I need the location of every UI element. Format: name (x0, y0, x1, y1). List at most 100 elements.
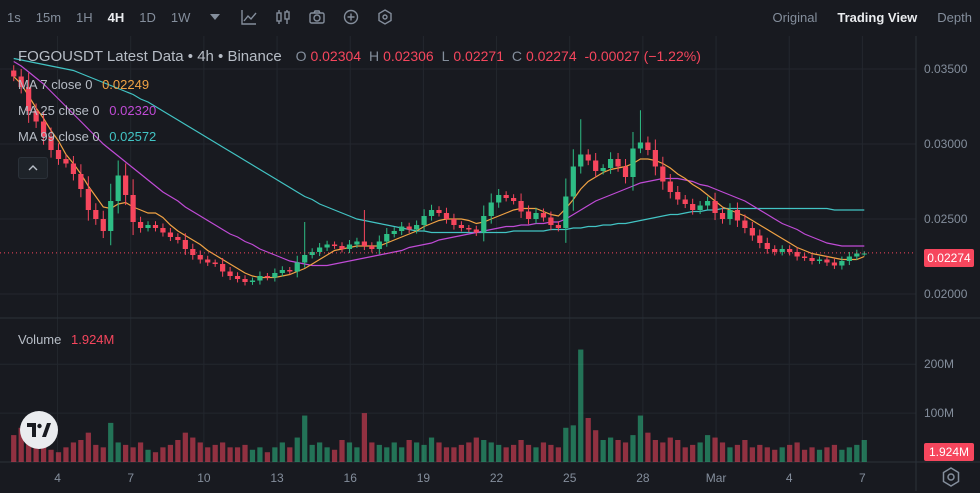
volume-bar (727, 447, 733, 462)
candle-body (384, 234, 390, 242)
volume-bar (115, 442, 121, 462)
volume-bar (533, 447, 539, 462)
view-original[interactable]: Original (772, 9, 818, 25)
volume-bar (824, 447, 830, 462)
candle-body (712, 201, 718, 213)
indicator-chart-icon[interactable] (240, 8, 258, 26)
candle-body (510, 198, 517, 201)
time-tick-label: 16 (344, 471, 358, 485)
candle-body (376, 241, 382, 249)
price-tick-label: 0.02500 (924, 212, 968, 226)
candles-icon[interactable] (274, 8, 292, 26)
volume-bar (220, 442, 226, 462)
time-tick-label: 10 (197, 471, 211, 485)
candle-body (264, 276, 271, 278)
volume-bar (264, 452, 271, 462)
candle-body (675, 192, 681, 200)
volume-bar (249, 449, 256, 462)
volume-bar (384, 447, 390, 462)
volume-bars (11, 349, 867, 462)
candle-body (317, 247, 323, 252)
volume-label: Volume (18, 332, 62, 347)
timeframe-1s[interactable]: 1s (7, 9, 21, 25)
add-icon[interactable] (342, 8, 360, 26)
candle-body (473, 229, 479, 233)
volume-bar (622, 442, 629, 462)
candle-body (757, 235, 763, 243)
volume-bar (152, 452, 159, 462)
candle-body (816, 259, 823, 261)
candle-body (742, 220, 748, 228)
volume-bar (279, 442, 285, 462)
price-tick-label: 0.03000 (924, 137, 968, 151)
candle-body (846, 256, 852, 261)
candle-body (496, 195, 502, 203)
volume-bar (302, 415, 308, 462)
candle-body (242, 279, 248, 282)
candle-body (70, 163, 77, 174)
volume-bar (346, 442, 353, 462)
candle-body (697, 205, 703, 210)
candle-body (115, 175, 121, 201)
view-depth[interactable]: Depth (937, 9, 972, 25)
timeframe-1w[interactable]: 1W (170, 9, 191, 25)
volume-bar (227, 447, 233, 462)
volume-bar (317, 442, 323, 462)
view-trading-view[interactable]: Trading View (837, 9, 918, 25)
candle-body (294, 262, 300, 272)
volume-bar (175, 440, 181, 462)
timeframe-1h[interactable]: 1H (76, 9, 93, 25)
candle-body (600, 168, 606, 171)
candle-body (11, 70, 17, 77)
settings-hex-icon[interactable] (376, 8, 394, 26)
volume-bar (443, 447, 450, 462)
volume-bar (123, 444, 129, 462)
candle-body (130, 195, 136, 222)
tradingview-logo[interactable] (20, 411, 58, 449)
volume-bar (421, 444, 427, 462)
time-tick-label: 19 (417, 471, 431, 485)
price-tick-label: 0.03500 (924, 62, 968, 76)
open-value: 0.02304 (310, 48, 362, 64)
time-tick-label: 13 (270, 471, 284, 485)
volume-bar (600, 440, 606, 462)
timeframe-4h[interactable]: 4H (107, 9, 125, 25)
volume-bar (458, 444, 464, 462)
collapse-legend-button[interactable] (18, 157, 48, 179)
volume-bar (242, 444, 248, 462)
candle-body (481, 216, 487, 233)
volume-bar (682, 447, 688, 462)
volume-legend: Volume 1.924M (18, 332, 114, 347)
volume-bar (205, 447, 211, 462)
timeframe-15m[interactable]: 15m (35, 9, 62, 25)
volume-bar (451, 447, 457, 462)
camera-icon[interactable] (308, 8, 326, 26)
chart-grid (0, 36, 980, 491)
volume-bar (675, 440, 681, 462)
tv-logo-icon (27, 423, 51, 437)
volume-bar (63, 447, 69, 462)
candle-body (361, 241, 368, 246)
candle-body (212, 262, 218, 264)
candle-body (607, 159, 614, 168)
caret-down-icon[interactable] (206, 8, 224, 26)
close-value: 0.02274 (526, 48, 577, 64)
time-tick-label: 28 (636, 471, 650, 485)
ma25-line (13, 60, 865, 267)
volume-bar (742, 440, 748, 462)
candle-body (160, 228, 166, 233)
candle-body (272, 273, 278, 278)
volume-bar (85, 432, 91, 462)
candle-body (809, 258, 815, 261)
volume-bar (40, 444, 47, 462)
volume-bar (734, 444, 741, 462)
candle-body (839, 261, 845, 266)
volume-bar (33, 447, 39, 462)
timeframe-1d[interactable]: 1D (139, 9, 156, 25)
ma25-legend: MA 25 close 0 0.02320 (18, 103, 156, 118)
candle-body (637, 142, 644, 149)
gear-icon[interactable] (940, 466, 962, 488)
candle-body (331, 244, 338, 246)
time-tick-label: 22 (490, 471, 504, 485)
